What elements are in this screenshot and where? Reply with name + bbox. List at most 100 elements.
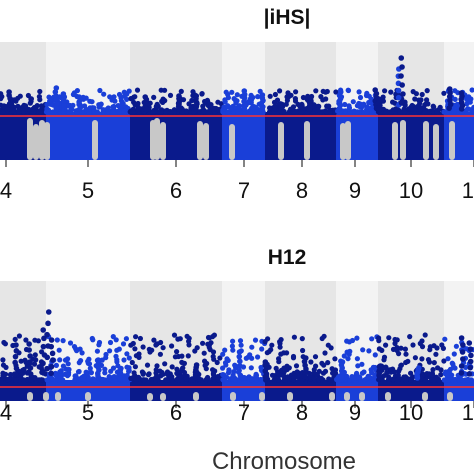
snp-point [238,342,244,348]
snp-point [253,371,259,377]
snp-point [433,351,439,357]
x-tick-label: 5 [82,178,94,203]
snp-point [398,363,404,369]
snp-point [413,91,419,97]
snp-point [300,347,306,354]
peak-point [12,371,19,377]
snp-point [332,356,338,362]
snp-point [293,89,299,95]
snp-point [169,364,175,370]
snp-point [205,341,211,347]
snp-point [277,88,283,94]
snp-point [372,352,378,358]
snp-point [72,377,78,383]
snp-point [290,355,297,361]
snp-point [116,109,122,115]
chromosome-base-7 [222,380,265,401]
snp-point [140,344,146,350]
snp-point [120,341,127,347]
snp-point [285,374,291,380]
outlier-column [447,392,453,401]
snp-point [0,109,5,115]
snp-point [252,337,259,343]
snp-point [162,98,168,104]
snp-point [162,361,168,367]
snp-point [106,374,112,380]
outlier-column [44,122,50,160]
snp-point [343,108,349,114]
snp-point [76,360,82,366]
snp-point [151,337,157,343]
snp-point [62,357,69,363]
x-tick-label: 8 [296,178,308,203]
snp-point [417,106,423,113]
peak-point [54,101,60,107]
snp-point [300,94,306,101]
snp-point [200,340,206,346]
snp-point [281,373,287,379]
snp-point [0,362,7,368]
snp-point [194,345,200,351]
peak-point [377,374,383,381]
peak-point [176,106,182,113]
snp-point [267,93,273,99]
snp-point [204,376,210,382]
snp-point [224,356,230,362]
snp-point [204,360,210,367]
snp-point [396,368,402,374]
snp-point [237,338,244,344]
peak-point [460,356,466,362]
snp-point [269,342,275,348]
chromosome-base-6 [130,380,222,401]
snp-point [216,107,222,113]
snp-point [424,88,430,94]
snp-point [225,103,231,109]
x-tick-label: 7 [238,400,250,425]
snp-point [111,374,117,380]
chromosome-base-4 [0,380,46,401]
snp-point [103,351,109,358]
snp-point [464,107,470,113]
snp-point [318,109,324,115]
snp-point [417,340,423,347]
snp-point [356,374,362,380]
peak-point [467,358,474,365]
snp-point [318,375,324,381]
peak-point [466,340,473,346]
snp-point [102,370,108,376]
snp-point [128,342,134,348]
snp-point [294,369,300,375]
snp-point [368,367,374,373]
snp-point [215,377,221,383]
snp-point [5,377,11,383]
snp-point [249,377,255,383]
snp-point [157,368,163,374]
ihs-panel-title: |iHS| [264,6,311,29]
snp-point [28,96,34,102]
snp-point [346,103,352,109]
peak-point [45,320,51,327]
h12-panel [0,281,474,401]
snp-point [37,88,43,95]
peak-point [143,106,150,113]
peak-point [27,365,34,371]
snp-point [177,336,183,342]
peak-point [237,372,244,379]
snp-point [369,336,375,342]
h12-x-tick-labels: 4 5 6 7 8 9 10 1 [0,400,474,425]
snp-point [21,377,27,383]
snp-point [99,357,105,363]
snp-point [121,377,128,383]
snp-point [427,347,433,353]
snp-point [130,374,137,380]
snp-point [44,377,50,383]
snp-point [210,353,216,360]
snp-point [135,107,141,113]
snp-point [137,335,143,342]
snp-point [276,359,282,365]
snp-point [410,342,416,348]
snp-point [210,349,217,355]
snp-point [441,90,447,96]
outlier-column [392,122,398,160]
snp-point [205,334,212,341]
